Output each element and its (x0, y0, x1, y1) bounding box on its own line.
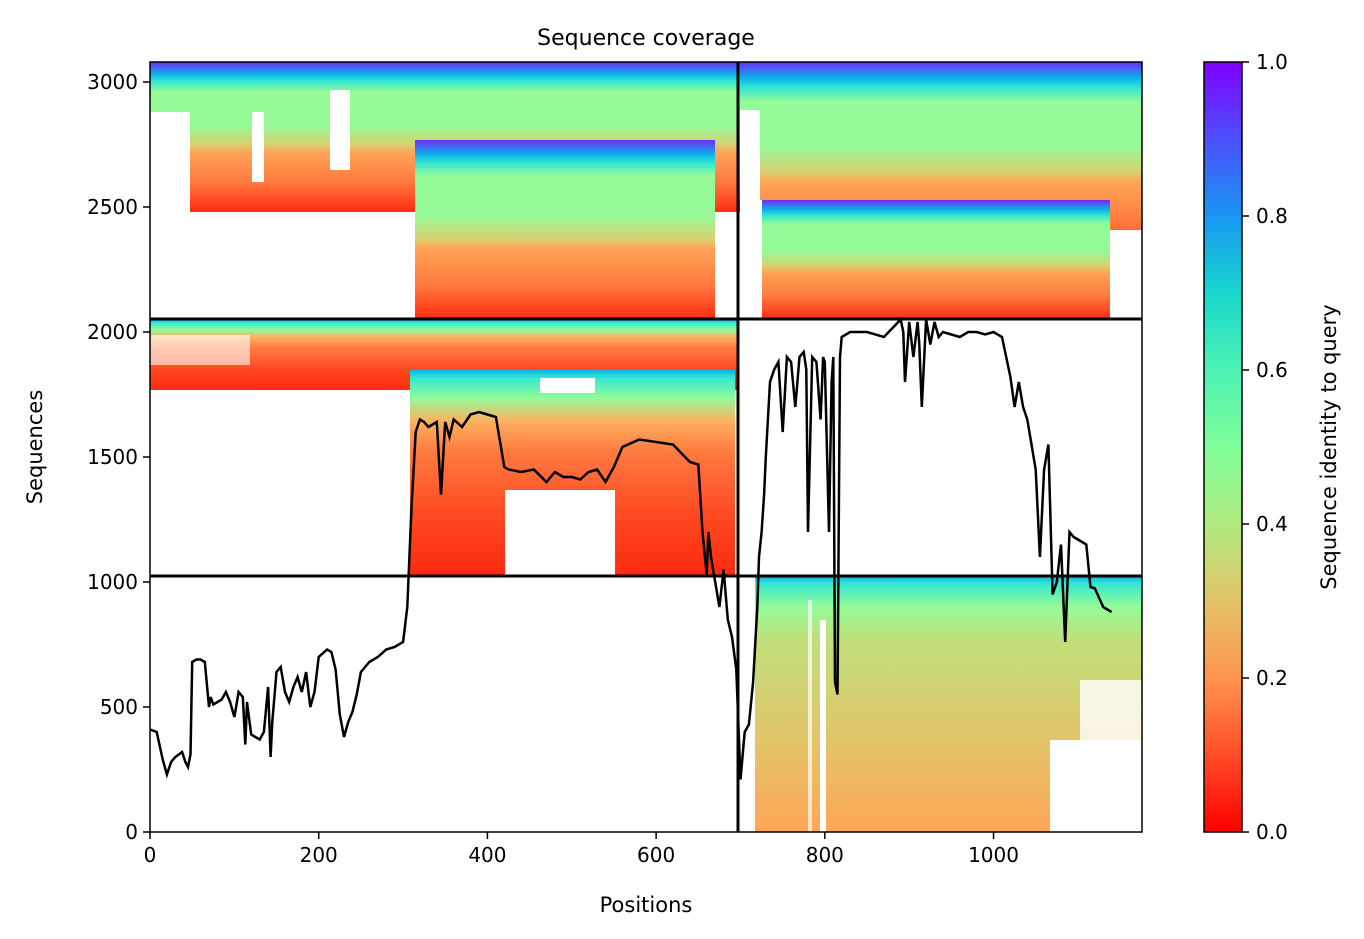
colorbar-label: Sequence identity to query (1317, 304, 1341, 589)
chart-title: Sequence coverage (537, 26, 755, 51)
y-tick-label: 2000 (87, 320, 138, 344)
x-tick-label: 200 (300, 843, 338, 867)
heat-gap (540, 378, 595, 393)
y-tick-label: 1500 (87, 445, 138, 469)
heat-gap (740, 200, 762, 320)
heat-gap (150, 212, 415, 320)
y-axis: 0 500 1000 1500 2000 2500 3000 (87, 70, 150, 844)
heat-gap (150, 390, 410, 575)
heat-gap (808, 600, 812, 832)
heat-gap (150, 335, 250, 365)
colorbar-ticks: 0.0 0.2 0.4 0.6 0.8 1.0 (1242, 50, 1288, 844)
y-axis-label: Sequences (23, 390, 47, 505)
x-tick-label: 800 (806, 843, 844, 867)
heat-gap (1050, 740, 1142, 832)
y-tick-label: 500 (100, 695, 138, 719)
heat-gap (150, 112, 190, 212)
heat-gap (1110, 230, 1142, 320)
colorbar-tick-label: 0.4 (1256, 512, 1288, 536)
x-tick-label: 600 (637, 843, 675, 867)
y-tick-label: 0 (125, 820, 138, 844)
x-axis-label: Positions (600, 893, 693, 917)
heat-region-top-left-partial (415, 140, 715, 320)
y-tick-label: 1000 (87, 570, 138, 594)
colorbar-tick-label: 1.0 (1256, 50, 1288, 74)
heat-gap (820, 620, 826, 832)
plot-frame (149, 61, 1143, 833)
colorbar-tick-label: 0.6 (1256, 358, 1288, 382)
x-tick-label: 0 (144, 843, 157, 867)
x-tick-label: 1000 (968, 843, 1019, 867)
heat-gap (252, 112, 264, 182)
y-tick-label: 3000 (87, 70, 138, 94)
colorbar-tick-label: 0.0 (1256, 820, 1288, 844)
x-axis: 0 200 400 600 800 1000 (144, 832, 1019, 867)
heat-gap (1080, 680, 1142, 740)
coverage-heatmap (150, 62, 1142, 832)
colorbar-tick-label: 0.2 (1256, 666, 1288, 690)
heat-gap (740, 110, 760, 200)
heat-gap (505, 490, 615, 575)
y-tick-label: 2500 (87, 195, 138, 219)
coverage-line (150, 316, 1113, 780)
colorbar (1203, 61, 1243, 833)
colorbar-tick-label: 0.8 (1256, 204, 1288, 228)
heat-region-top-right-lower (762, 200, 1110, 320)
heat-gap (330, 90, 350, 170)
x-tick-label: 400 (468, 843, 506, 867)
